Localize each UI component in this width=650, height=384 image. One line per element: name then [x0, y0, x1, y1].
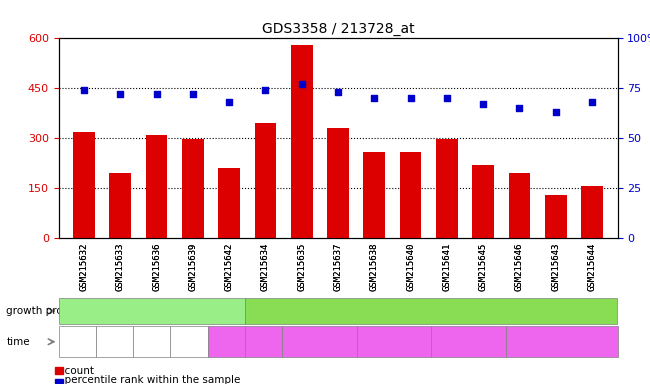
Text: GSM215638: GSM215638: [370, 243, 379, 291]
Bar: [146, 135, 168, 238]
Text: androgen-deprived: androgen-deprived: [378, 306, 484, 316]
Text: growth protocol: growth protocol: [6, 306, 89, 316]
Text: count: count: [58, 366, 94, 376]
Text: GSM215635: GSM215635: [297, 243, 306, 291]
Point: [587, 99, 597, 105]
Text: 3 weeks: 3 weeks: [244, 337, 283, 347]
Text: 0
weeks: 0 weeks: [65, 332, 89, 351]
Text: GSM215636: GSM215636: [152, 243, 161, 291]
Point: [406, 95, 416, 101]
Text: GSM215641: GSM215641: [443, 243, 451, 291]
Text: GSM215636: GSM215636: [152, 243, 161, 291]
Text: 12 months: 12 months: [536, 337, 588, 347]
Text: GSM215639: GSM215639: [188, 243, 198, 291]
Point: [224, 99, 234, 105]
Text: 1 month: 1 month: [299, 337, 340, 347]
Bar: [218, 168, 240, 238]
Text: GSM215632: GSM215632: [79, 243, 88, 291]
Point: [514, 105, 525, 111]
Bar: [73, 132, 95, 238]
Bar: [255, 123, 276, 238]
Text: GSM215644: GSM215644: [588, 243, 597, 291]
Point: [188, 91, 198, 98]
Text: 1
month: 1 month: [139, 332, 164, 351]
Text: GSM215633: GSM215633: [116, 243, 125, 291]
Text: GSM215643: GSM215643: [551, 243, 560, 291]
Text: GSM215639: GSM215639: [188, 243, 198, 291]
Bar: [400, 152, 421, 238]
Point: [369, 95, 380, 101]
Text: GSM215640: GSM215640: [406, 243, 415, 291]
Title: GDS3358 / 213728_at: GDS3358 / 213728_at: [262, 22, 414, 36]
Text: GSM215632: GSM215632: [79, 243, 88, 291]
Text: GSM215642: GSM215642: [225, 243, 233, 291]
Text: GSM215637: GSM215637: [333, 243, 343, 291]
Text: GSM215633: GSM215633: [116, 243, 125, 291]
Bar: [545, 195, 567, 238]
Text: GSM215640: GSM215640: [406, 243, 415, 291]
Point: [115, 91, 125, 98]
Bar: [508, 173, 530, 238]
Text: GSM215638: GSM215638: [370, 243, 379, 291]
Text: time: time: [6, 337, 30, 347]
Text: GSM215634: GSM215634: [261, 243, 270, 291]
Bar: [291, 45, 313, 238]
Point: [79, 87, 89, 93]
Point: [296, 81, 307, 88]
Text: GSM215634: GSM215634: [261, 243, 270, 291]
Text: GSM215642: GSM215642: [225, 243, 233, 291]
Text: 11 months: 11 months: [442, 337, 495, 347]
Point: [333, 89, 343, 95]
Text: GSM215635: GSM215635: [297, 243, 306, 291]
Bar: [109, 173, 131, 238]
Text: GSM215644: GSM215644: [588, 243, 597, 291]
Text: GSM215637: GSM215637: [333, 243, 343, 291]
Point: [478, 101, 488, 108]
Text: GSM215643: GSM215643: [551, 243, 560, 291]
Text: GSM215641: GSM215641: [443, 243, 451, 291]
Text: GSM215646: GSM215646: [515, 243, 524, 291]
Text: 3
weeks: 3 weeks: [103, 332, 126, 351]
Point: [260, 87, 270, 93]
Bar: [473, 165, 494, 238]
Bar: [363, 152, 385, 238]
Bar: [327, 128, 349, 238]
Bar: [581, 187, 603, 238]
Bar: [182, 139, 203, 238]
Text: GSM215646: GSM215646: [515, 243, 524, 291]
Point: [442, 95, 452, 101]
Text: 5 months: 5 months: [370, 337, 417, 347]
Bar: [436, 139, 458, 238]
Text: percentile rank within the sample: percentile rank within the sample: [58, 375, 241, 384]
Text: GSM215645: GSM215645: [478, 243, 488, 291]
Point: [151, 91, 162, 98]
Point: [551, 109, 561, 115]
Text: control: control: [133, 306, 171, 316]
Text: GSM215645: GSM215645: [478, 243, 488, 291]
Text: 5
months: 5 months: [174, 332, 203, 351]
Text: 12
months: 12 months: [212, 332, 240, 351]
